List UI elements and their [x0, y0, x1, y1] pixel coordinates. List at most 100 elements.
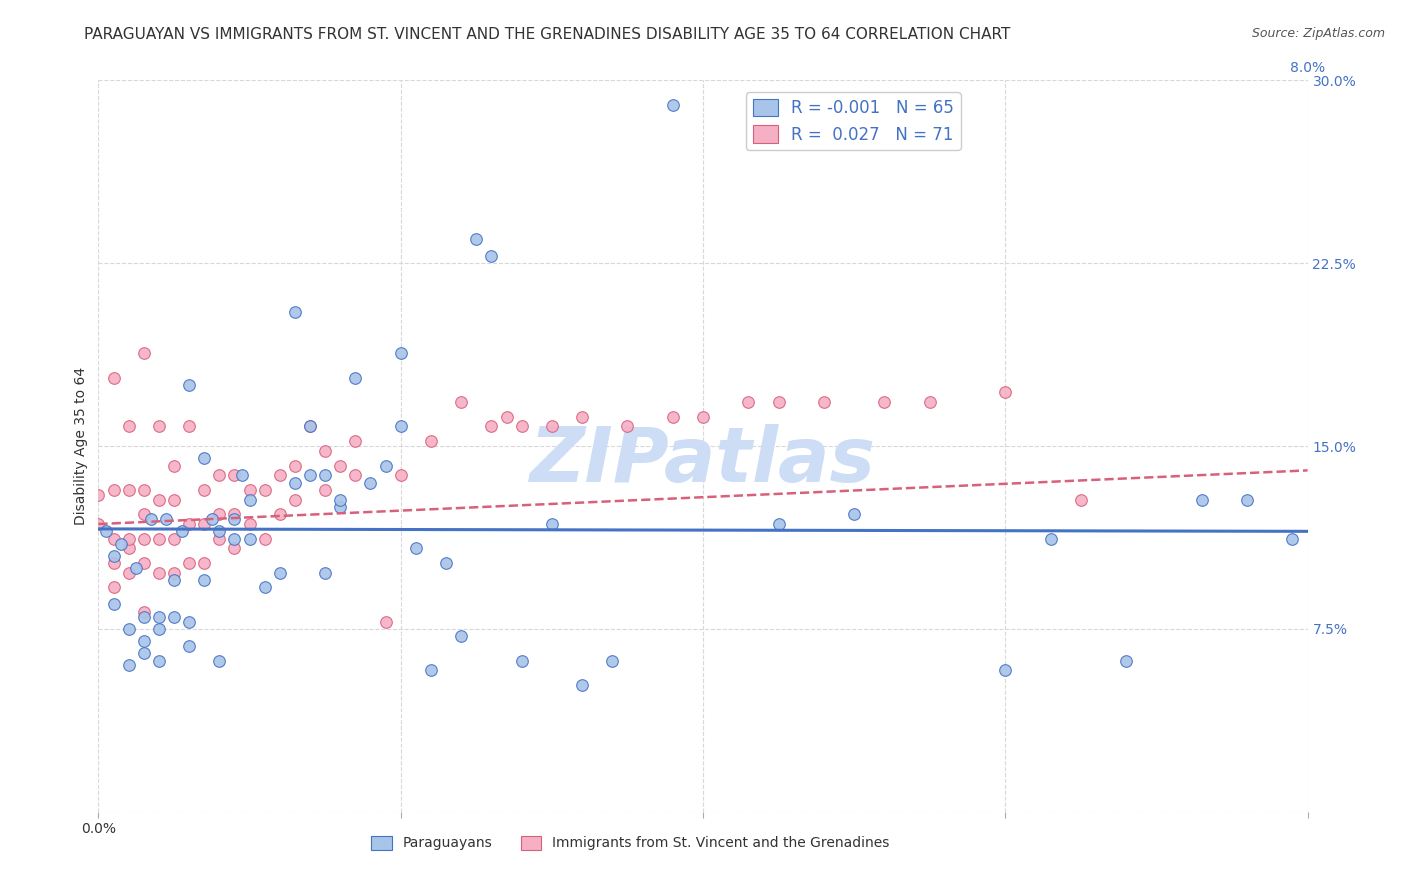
Point: [208, 524, 231, 539]
Point: [344, 434, 367, 449]
Point: [87, 516, 110, 531]
Point: [125, 561, 148, 575]
Text: ZIPatlas: ZIPatlas: [530, 424, 876, 498]
Point: [540, 419, 562, 434]
Point: [253, 532, 276, 546]
Point: [314, 566, 336, 580]
Point: [231, 468, 253, 483]
Point: [465, 232, 488, 246]
Point: [510, 654, 533, 668]
Point: [284, 475, 307, 490]
Point: [450, 629, 472, 643]
Point: [284, 492, 307, 507]
Point: [163, 566, 186, 580]
Point: [103, 483, 125, 497]
Point: [768, 395, 790, 409]
Point: [239, 492, 262, 507]
Point: [253, 483, 276, 497]
Point: [813, 395, 835, 409]
Point: [118, 658, 141, 673]
Point: [571, 678, 593, 692]
Point: [420, 663, 443, 677]
Point: [481, 419, 503, 434]
Point: [495, 409, 517, 424]
Point: [344, 468, 367, 483]
Point: [224, 512, 246, 526]
Point: [389, 419, 412, 434]
Point: [314, 468, 336, 483]
Point: [692, 409, 714, 424]
Point: [179, 556, 201, 570]
Point: [540, 516, 562, 531]
Point: [148, 566, 170, 580]
Point: [132, 646, 155, 660]
Point: [132, 605, 155, 619]
Point: [179, 419, 201, 434]
Point: [132, 483, 155, 497]
Point: [148, 609, 170, 624]
Point: [269, 468, 291, 483]
Point: [284, 305, 307, 319]
Point: [87, 488, 110, 502]
Point: [1039, 532, 1062, 546]
Point: [374, 458, 396, 473]
Point: [141, 512, 163, 526]
Point: [844, 508, 866, 522]
Legend: Paraguayans, Immigrants from St. Vincent and the Grenadines: Paraguayans, Immigrants from St. Vincent…: [366, 830, 896, 856]
Point: [118, 566, 141, 580]
Point: [193, 573, 215, 587]
Point: [193, 483, 215, 497]
Point: [179, 516, 201, 531]
Point: [329, 492, 352, 507]
Point: [389, 346, 412, 360]
Point: [284, 458, 307, 473]
Point: [118, 483, 141, 497]
Point: [163, 492, 186, 507]
Point: [299, 468, 322, 483]
Text: PARAGUAYAN VS IMMIGRANTS FROM ST. VINCENT AND THE GRENADINES DISABILITY AGE 35 T: PARAGUAYAN VS IMMIGRANTS FROM ST. VINCEN…: [84, 27, 1011, 42]
Point: [179, 378, 201, 392]
Point: [179, 615, 201, 629]
Point: [148, 622, 170, 636]
Point: [103, 598, 125, 612]
Point: [224, 508, 246, 522]
Point: [148, 654, 170, 668]
Point: [224, 532, 246, 546]
Point: [193, 516, 215, 531]
Point: [344, 370, 367, 384]
Point: [269, 508, 291, 522]
Point: [163, 532, 186, 546]
Point: [239, 532, 262, 546]
Point: [239, 516, 262, 531]
Point: [360, 475, 382, 490]
Point: [163, 458, 186, 473]
Text: Source: ZipAtlas.com: Source: ZipAtlas.com: [1251, 27, 1385, 40]
Point: [768, 516, 790, 531]
Point: [132, 346, 155, 360]
Point: [208, 654, 231, 668]
Point: [299, 419, 322, 434]
Point: [1236, 492, 1258, 507]
Point: [208, 532, 231, 546]
Point: [94, 524, 117, 539]
Point: [103, 370, 125, 384]
Point: [616, 419, 638, 434]
Point: [148, 419, 170, 434]
Point: [314, 483, 336, 497]
Point: [118, 532, 141, 546]
Point: [994, 663, 1017, 677]
Point: [132, 556, 155, 570]
Point: [1191, 492, 1213, 507]
Point: [103, 556, 125, 570]
Point: [269, 566, 291, 580]
Point: [148, 492, 170, 507]
Point: [224, 468, 246, 483]
Point: [510, 419, 533, 434]
Point: [450, 395, 472, 409]
Point: [329, 500, 352, 514]
Point: [201, 512, 224, 526]
Point: [132, 634, 155, 648]
Point: [389, 468, 412, 483]
Point: [103, 549, 125, 563]
Point: [405, 541, 427, 556]
